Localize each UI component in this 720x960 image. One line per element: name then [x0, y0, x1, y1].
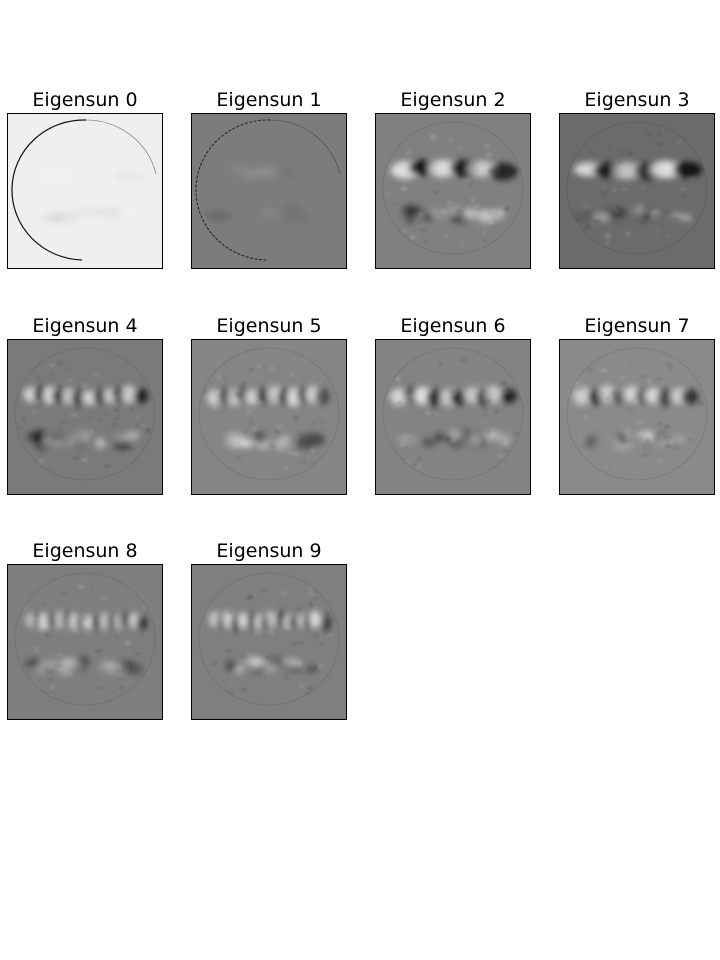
- limb-arc: [269, 119, 341, 175]
- eigensun-image: [7, 339, 163, 495]
- eigensun-image: [7, 113, 163, 269]
- eigensun-image: [559, 339, 715, 495]
- eigensun-image: [191, 339, 347, 495]
- eigensun-image: [7, 564, 163, 720]
- disk-outline: [198, 347, 340, 481]
- limb-arc: [11, 119, 87, 261]
- disk-outline: [14, 572, 156, 706]
- panel-title: Eigensun 5: [216, 315, 322, 337]
- disk-outline: [382, 121, 524, 255]
- disk-outline: [566, 121, 708, 255]
- limb-arc: [85, 119, 157, 175]
- eigensun-image: [191, 113, 347, 269]
- panel-title: Eigensun 0: [32, 89, 138, 111]
- eigensun-image: [559, 113, 715, 269]
- eigensun-image: [375, 113, 531, 269]
- limb-arc: [195, 119, 271, 261]
- panel-title: Eigensun 2: [400, 89, 506, 111]
- disk-outline: [14, 347, 156, 481]
- disk-outline: [382, 347, 524, 481]
- eigensun-image: [191, 564, 347, 720]
- panel-title: Eigensun 1: [216, 89, 322, 111]
- disk-outline: [198, 572, 340, 706]
- panel-title: Eigensun 4: [32, 315, 138, 337]
- panel-title: Eigensun 9: [216, 540, 322, 562]
- panel-title: Eigensun 8: [32, 540, 138, 562]
- disk-outline: [566, 347, 708, 481]
- panel-title: Eigensun 6: [400, 315, 506, 337]
- panel-title: Eigensun 7: [584, 315, 690, 337]
- panel-title: Eigensun 3: [584, 89, 690, 111]
- eigensun-image: [375, 339, 531, 495]
